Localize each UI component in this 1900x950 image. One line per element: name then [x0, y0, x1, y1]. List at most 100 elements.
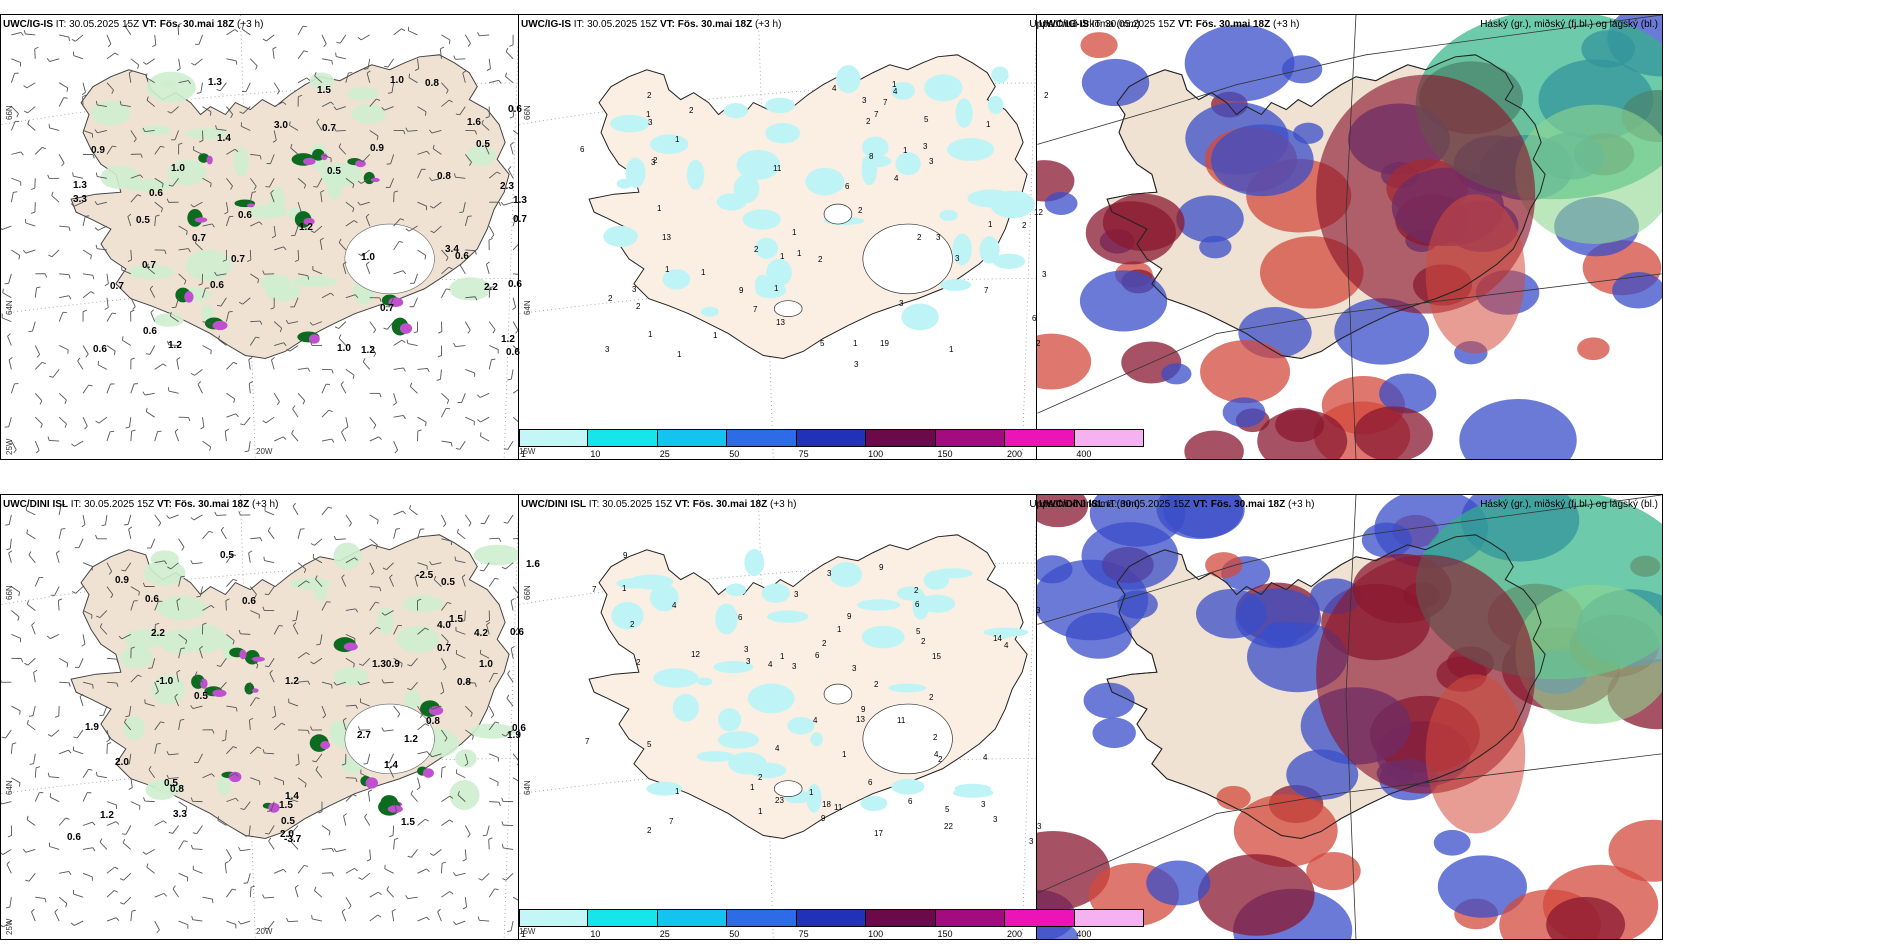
value-label: 7 — [874, 110, 879, 119]
value-label: 3 — [794, 590, 799, 599]
value-label: 0.7 — [192, 233, 206, 244]
colorbar-segment — [866, 909, 936, 927]
value-label: 4 — [983, 753, 988, 762]
value-label: 9 — [847, 612, 852, 621]
value-label: 3 — [744, 645, 749, 654]
value-label: 3.4 — [445, 244, 459, 255]
value-label: 7 — [753, 305, 758, 314]
value-label: 3.3 — [73, 194, 87, 205]
it-value: 30.05.2025 15Z — [587, 19, 658, 30]
value-label: 1.0 — [171, 163, 185, 174]
colorbar-segment — [1005, 429, 1075, 447]
colorbar-tick: 1 — [520, 929, 526, 939]
value-label: 0.9 — [91, 145, 105, 156]
value-label: 11 — [897, 716, 906, 725]
model-name: UWC/DINI ISL — [521, 499, 586, 510]
value-label: 0.7 — [231, 254, 245, 265]
model-name: UWC/DINI ISL — [3, 499, 68, 510]
value-label: -3.7 — [284, 834, 302, 845]
value-label: 3 — [923, 142, 928, 151]
value-label: 15 — [932, 652, 941, 661]
colorbar-segment — [796, 909, 867, 927]
value-label: 0.6 — [512, 723, 526, 734]
value-label: 2 — [822, 639, 827, 648]
precip-field — [588, 534, 1029, 839]
value-label: 1 — [657, 204, 662, 213]
value-label: -1.0 — [156, 676, 174, 687]
colorbar-segment — [657, 909, 728, 927]
value-label: 1 — [809, 788, 814, 797]
value-label: 1.9 — [85, 722, 99, 733]
map-svg — [1037, 15, 1662, 459]
value-label: 3 — [854, 360, 859, 369]
value-label: 7 — [669, 817, 674, 826]
model-name: UWC/IG-IS — [1039, 19, 1089, 30]
value-label: 2 — [929, 693, 934, 702]
it-value: 30.05.2025 15Z — [69, 19, 140, 30]
value-label: 2.2 — [484, 282, 498, 293]
value-label: 5 — [820, 339, 825, 348]
value-label: 3 — [993, 815, 998, 824]
colorbar-tick: 150 — [937, 449, 953, 459]
value-label: 3 — [1042, 270, 1047, 279]
panel-header: UWC/IG-IS IT: 30.05.2025 15Z VT: Fös. 30… — [3, 19, 263, 30]
value-label: 0.6 — [238, 210, 252, 221]
panel-field-title: Háský (gr.), miðský (fj.bl.) og lágský (… — [1480, 19, 1658, 30]
value-label: 13 — [776, 318, 785, 327]
value-label: 1 — [677, 350, 682, 359]
value-label: 3 — [899, 299, 904, 308]
value-label: 3 — [792, 662, 797, 671]
value-label: 1 — [750, 783, 755, 792]
vt-label: VT: — [1177, 19, 1193, 30]
value-label: 3 — [605, 345, 610, 354]
precip-colorbar: 1 10 25 50 75 100 150 200 400 — [519, 909, 1144, 939]
value-label: 1.6 — [467, 117, 481, 128]
value-label: 1 — [797, 249, 802, 258]
axis-label-lon-left: 25W — [5, 918, 14, 935]
value-label: 0.7 — [322, 123, 336, 134]
vt-value: Fös. 30.mai 18Z — [1195, 19, 1271, 30]
colorbar-segment — [519, 909, 589, 927]
lead-time: (+3 h) — [1273, 19, 1300, 30]
value-label: 3 — [862, 96, 867, 105]
colorbar-tick: 75 — [798, 449, 809, 459]
value-label: 1.2 — [100, 810, 114, 821]
value-label: 4.0 — [437, 620, 451, 631]
it-value: 30.05.2025 15Z — [1120, 499, 1191, 510]
value-label: 3 — [1036, 606, 1041, 615]
axis-label-lon-left: 25W — [5, 438, 14, 455]
value-label: 4 — [672, 601, 677, 610]
value-label: 1.5 — [279, 800, 293, 811]
wind-field — [70, 54, 510, 359]
map-svg — [519, 495, 1144, 939]
colorbar-segment — [727, 429, 797, 447]
value-label: 2.2 — [151, 628, 165, 639]
value-label: 2 — [636, 302, 641, 311]
value-label: 3 — [648, 118, 653, 127]
value-label: 2.0 — [280, 829, 294, 840]
value-label: 12 — [691, 650, 700, 659]
value-label: 0.6 — [510, 627, 524, 638]
value-label: 1.0 — [390, 75, 404, 86]
model-name: UWC/DINI ISL — [1039, 499, 1104, 510]
value-label: 6 — [908, 797, 913, 806]
value-label: 6 — [738, 613, 743, 622]
value-label: 1.2 — [168, 340, 182, 351]
value-label: 9 — [739, 286, 744, 295]
value-label: 2 — [758, 773, 763, 782]
value-label: 0.6 — [455, 251, 469, 262]
panel-header: UWC/DINI ISL IT: 30.05.2025 15Z VT: Fös.… — [1039, 499, 1314, 510]
value-label: 1 — [892, 80, 897, 89]
value-label: 22 — [944, 822, 953, 831]
value-label: 1 — [986, 120, 991, 129]
value-label: 6 — [1032, 314, 1037, 323]
value-label: 17 — [874, 829, 883, 838]
value-label: 2 — [630, 620, 635, 629]
value-label: 4 — [934, 750, 939, 759]
vt-label: VT: — [1192, 499, 1208, 510]
panel-field-title: Háský (gr.), miðský (fj.bl.) og lágský (… — [1480, 499, 1658, 510]
value-label: 0.7 — [380, 303, 394, 314]
colorbar-tick: 25 — [659, 449, 670, 459]
value-label: 1 — [949, 345, 954, 354]
value-label: 19 — [880, 339, 889, 348]
